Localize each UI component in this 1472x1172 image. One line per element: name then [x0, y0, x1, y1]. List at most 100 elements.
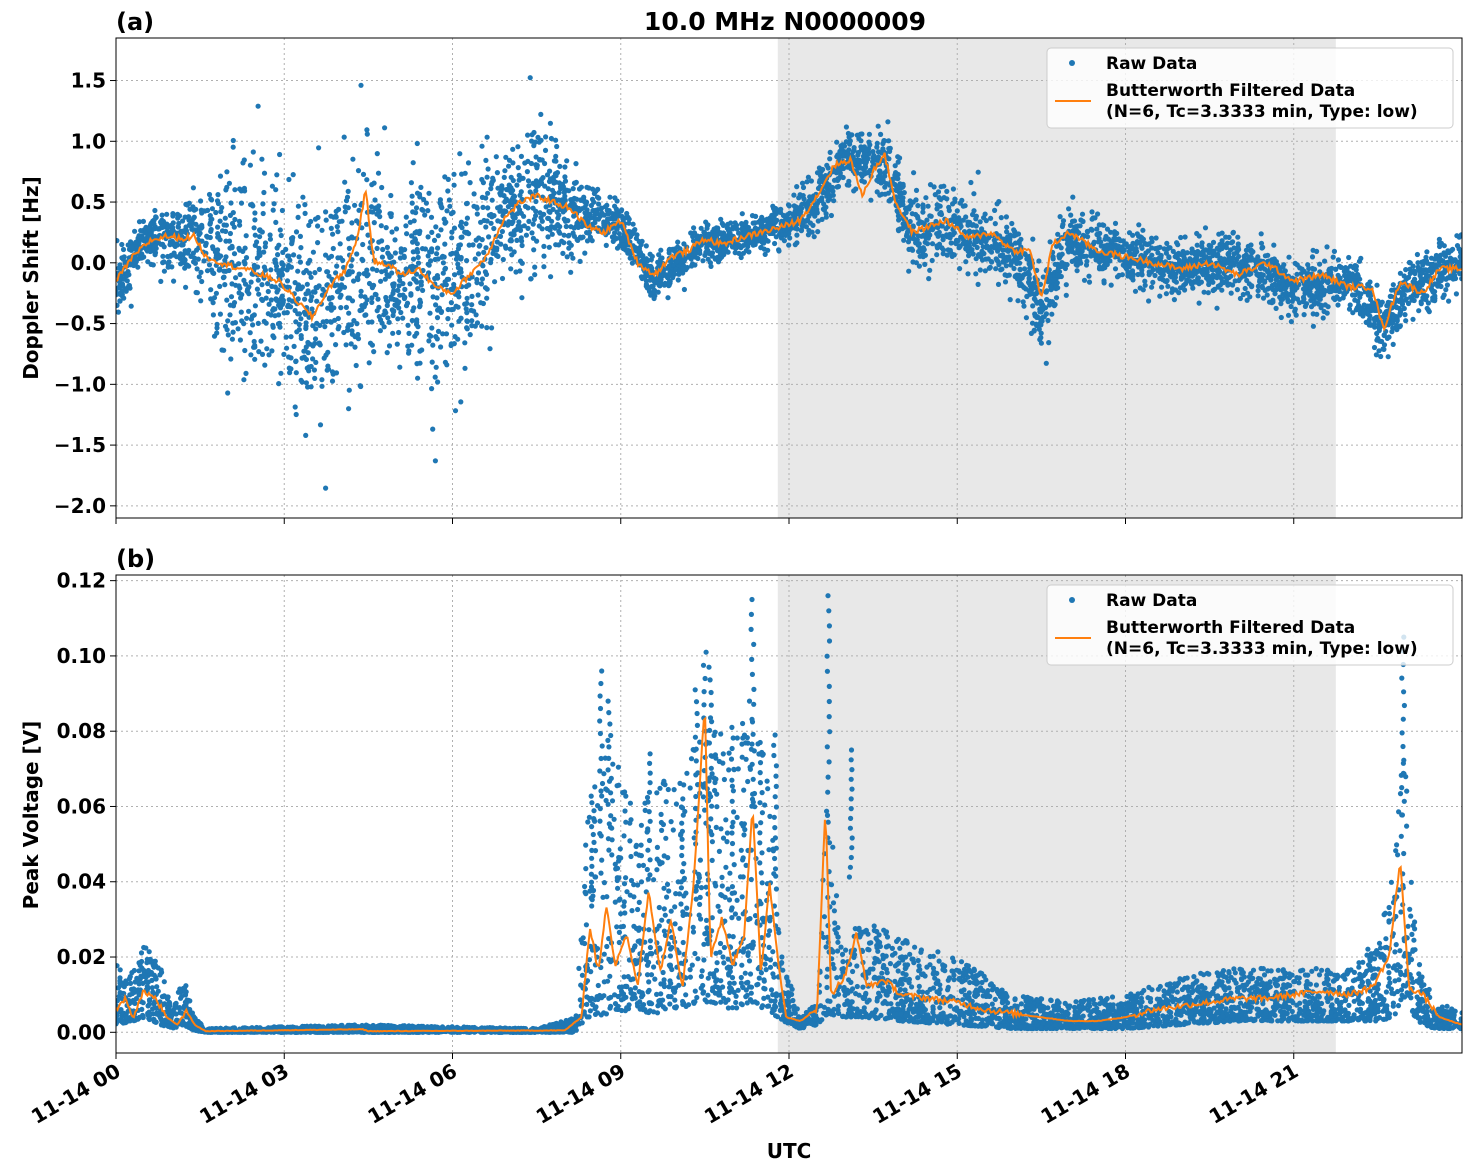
a-raw-point: [901, 237, 907, 243]
a-raw-point: [525, 178, 532, 184]
a-raw-point: [227, 212, 233, 218]
a-raw-point: [213, 290, 219, 296]
a-raw-point: [161, 244, 167, 250]
a-raw-point: [1235, 241, 1241, 247]
a-raw-point: [972, 238, 978, 244]
a-raw-point: [1389, 287, 1395, 293]
a-raw-point: [478, 281, 484, 287]
a-raw-point: [893, 171, 899, 177]
a-raw-point: [498, 241, 504, 247]
a-raw-point: [430, 342, 436, 348]
a-raw-point: [444, 362, 450, 368]
a-raw-point: [1237, 295, 1243, 302]
a-raw-point: [1049, 311, 1055, 317]
a-raw-point: [276, 242, 282, 248]
a-raw-point: [519, 295, 525, 301]
a-raw-point: [846, 178, 852, 184]
a-raw-point: [910, 259, 916, 265]
a-raw-point: [666, 263, 673, 269]
a-raw-point: [902, 224, 908, 230]
a-raw-point: [901, 190, 907, 196]
a-raw-point: [1298, 271, 1304, 277]
a-raw-point: [415, 254, 421, 260]
a-raw-point: [315, 223, 321, 229]
a-raw-point: [341, 134, 347, 140]
a-raw-point: [1235, 234, 1241, 240]
a-raw-point: [243, 255, 250, 261]
a-raw-point: [813, 203, 819, 209]
a-raw-point: [343, 342, 349, 348]
a-raw-point: [345, 324, 351, 330]
a-raw-point: [1015, 298, 1021, 304]
a-raw-point: [946, 204, 952, 210]
a-raw-point: [1081, 277, 1088, 283]
a-raw-point: [414, 229, 420, 235]
a-raw-point: [927, 182, 934, 188]
a-raw-point: [206, 191, 213, 198]
a-raw-point: [561, 189, 567, 196]
a-raw-point: [158, 278, 164, 284]
a-raw-point: [427, 249, 433, 255]
a-raw-point: [543, 204, 549, 210]
a-raw-point: [607, 194, 613, 200]
a-raw-point: [1030, 303, 1036, 309]
a-raw-point: [1284, 295, 1290, 301]
a-raw-point: [429, 325, 435, 331]
a-raw-point: [1438, 283, 1444, 290]
a-raw-point: [563, 223, 569, 230]
a-raw-point: [1043, 360, 1049, 366]
a-raw-point: [307, 270, 313, 276]
a-raw-point: [892, 163, 898, 169]
a-raw-point: [199, 222, 205, 228]
a-raw-point: [479, 176, 485, 183]
a-raw-point: [229, 336, 235, 342]
a-raw-point: [402, 294, 408, 300]
a-raw-point: [196, 274, 202, 280]
a-raw-point: [546, 215, 552, 222]
a-raw-point: [458, 269, 464, 275]
a-raw-point: [243, 233, 249, 239]
a-raw-point: [285, 302, 291, 308]
a-raw-point: [920, 245, 927, 251]
a-raw-point: [1071, 218, 1078, 224]
a-raw-point: [992, 221, 998, 227]
a-raw-point: [241, 377, 247, 383]
a-raw-point: [380, 246, 386, 253]
a-raw-point: [1016, 238, 1022, 244]
a-raw-point: [315, 240, 321, 246]
a-raw-point: [412, 333, 418, 339]
a-raw-point: [913, 211, 919, 218]
a-raw-point: [568, 251, 574, 257]
a-raw-point: [293, 370, 299, 376]
a-raw-point: [479, 143, 485, 149]
a-raw-point: [1063, 292, 1069, 298]
a-raw-point: [1443, 287, 1449, 293]
a-raw-point: [882, 184, 888, 190]
a-raw-point: [355, 331, 361, 338]
a-raw-point: [397, 364, 403, 370]
a-raw-point: [452, 272, 458, 278]
a-raw-point: [907, 198, 913, 204]
a-raw-point: [389, 229, 395, 235]
a-raw-point: [258, 338, 264, 344]
a-raw-point: [1095, 239, 1101, 245]
a-raw-point: [223, 228, 229, 234]
a-raw-point: [117, 291, 123, 297]
a-raw-point: [1236, 253, 1242, 260]
a-raw-point: [225, 390, 231, 396]
a-raw-point: [198, 298, 204, 304]
a-raw-point: [1314, 284, 1320, 290]
a-raw-point: [217, 311, 223, 317]
a-raw-point: [170, 213, 176, 219]
a-raw-point: [792, 242, 798, 248]
a-raw-point: [456, 242, 462, 248]
a-raw-point: [571, 180, 578, 186]
a-raw-point: [328, 225, 334, 231]
a-raw-point: [878, 131, 884, 137]
a-raw-point: [1288, 303, 1294, 310]
a-raw-point: [1021, 284, 1027, 290]
a-raw-point: [264, 346, 270, 352]
a-raw-point: [330, 245, 336, 252]
a-raw-point: [824, 162, 830, 168]
a-raw-point: [1219, 287, 1225, 293]
